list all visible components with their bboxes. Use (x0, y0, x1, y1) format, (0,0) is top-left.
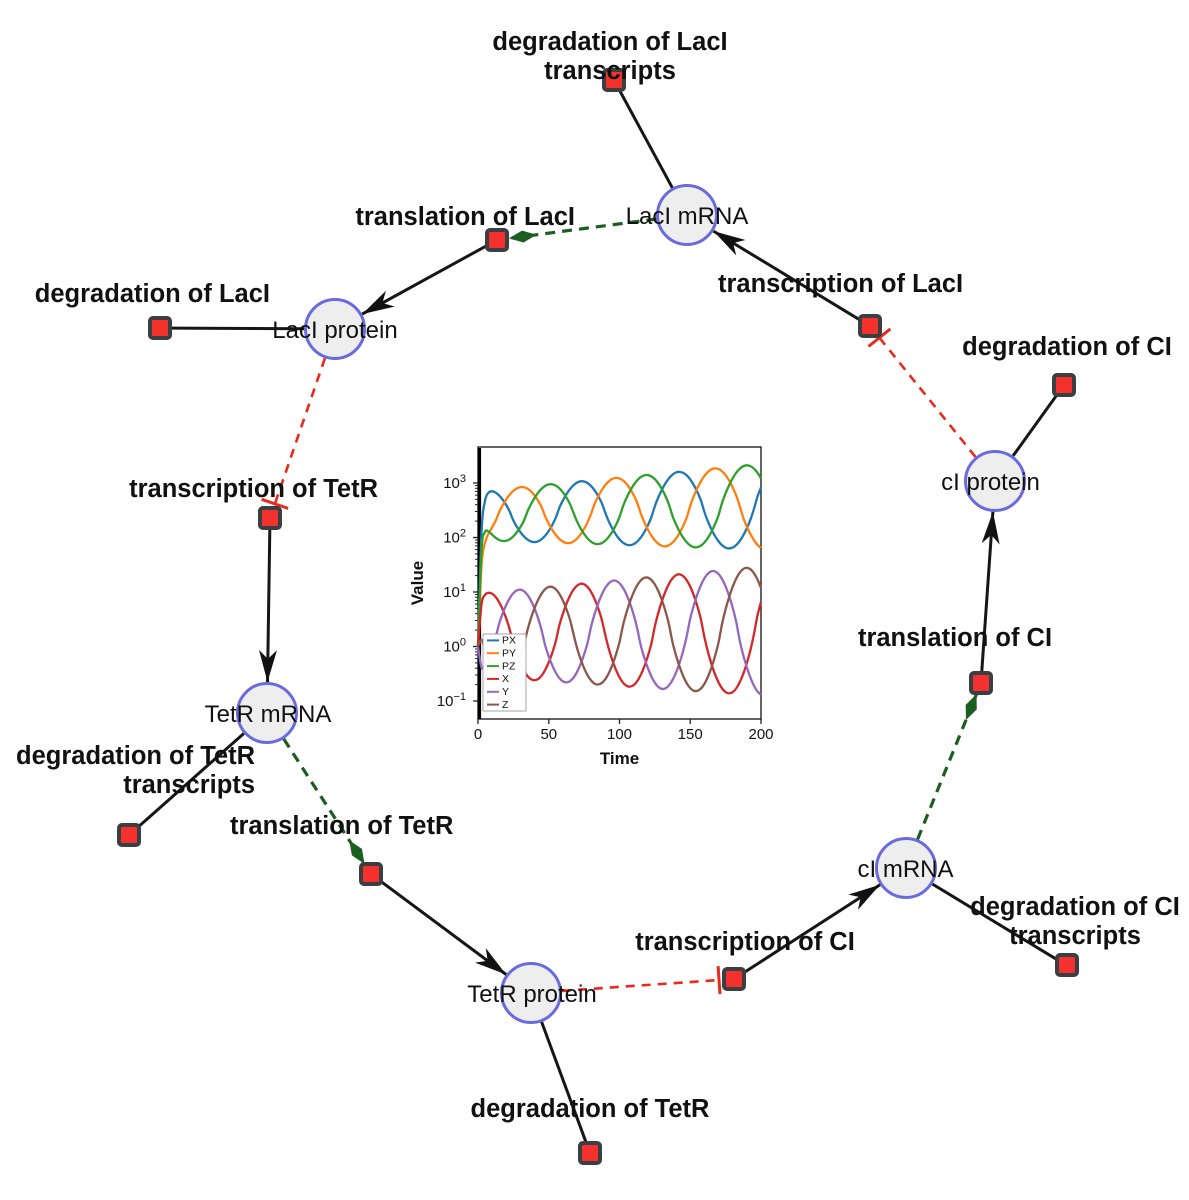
svg-text:103: 103 (443, 473, 466, 492)
svg-text:100: 100 (443, 637, 466, 656)
svg-text:0: 0 (474, 726, 482, 743)
svg-text:102: 102 (443, 528, 466, 547)
svg-text:PY: PY (502, 648, 516, 660)
svg-text:10−1: 10−1 (437, 691, 466, 710)
svg-text:100: 100 (607, 726, 632, 743)
svg-text:Time: Time (600, 749, 639, 768)
svg-text:PX: PX (502, 635, 516, 647)
svg-text:50: 50 (540, 726, 557, 743)
svg-text:Z: Z (502, 699, 509, 711)
svg-text:X: X (502, 673, 509, 685)
svg-text:Value: Value (408, 561, 427, 605)
svg-text:PZ: PZ (502, 660, 516, 672)
svg-text:150: 150 (678, 726, 703, 743)
svg-text:101: 101 (443, 582, 466, 601)
svg-text:Y: Y (502, 686, 509, 698)
svg-text:200: 200 (748, 726, 773, 743)
